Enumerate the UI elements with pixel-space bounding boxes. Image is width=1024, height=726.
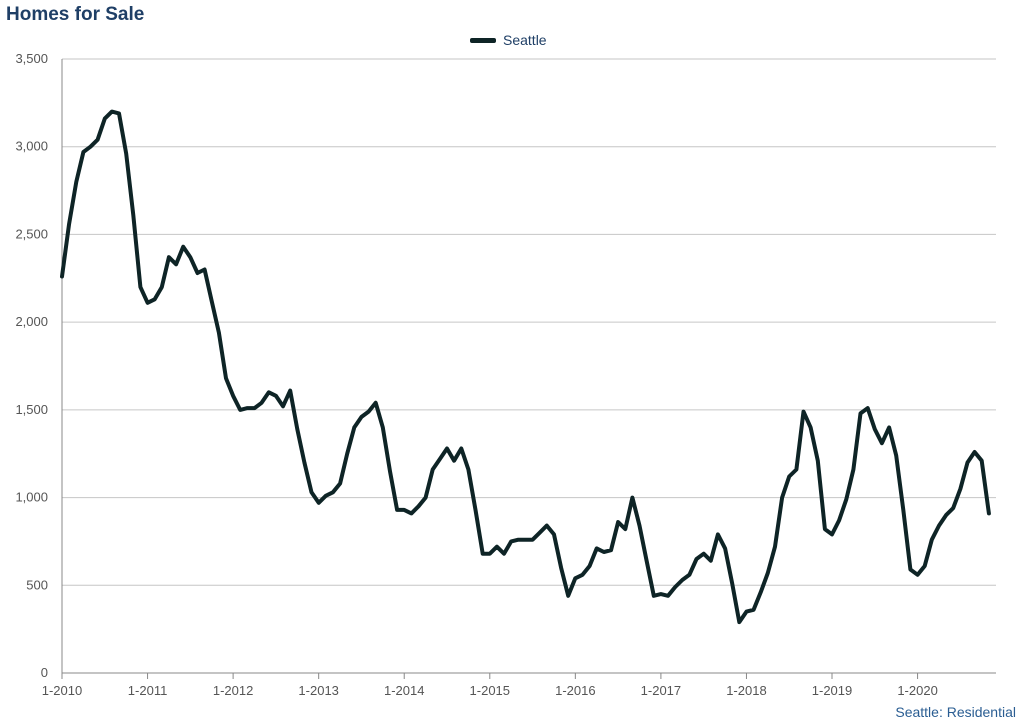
x-tick-label: 1-2019	[812, 683, 852, 698]
x-tick-label: 1-2020	[897, 683, 937, 698]
y-tick-label: 1,500	[15, 402, 48, 417]
legend-swatch-seattle	[470, 37, 496, 43]
x-tick-label: 1-2018	[726, 683, 766, 698]
x-tick-label: 1-2012	[213, 683, 253, 698]
gridlines	[62, 58, 996, 674]
x-tick-label: 1-2011	[128, 683, 168, 698]
y-tick-label: 3,500	[15, 51, 48, 66]
legend-label-seattle: Seattle	[503, 32, 547, 48]
x-tick-label: 1-2017	[641, 683, 681, 698]
y-tick-label: 3,000	[15, 139, 48, 154]
x-tick-label: 1-2015	[470, 683, 510, 698]
y-tick-label: 1,000	[15, 490, 48, 505]
y-axis: 0 500 1,000 1,500 2,000 2,500 3,000 3,500	[15, 51, 63, 680]
y-tick-label: 2,500	[15, 226, 48, 241]
x-tick-label: 1-2016	[555, 683, 595, 698]
x-tick-label: 1-2014	[384, 683, 424, 698]
chart-legend: Seattle	[470, 32, 547, 48]
chart-title: Homes for Sale	[6, 4, 145, 25]
x-tick-label: 1-2013	[298, 683, 338, 698]
x-axis: 1-2010 1-2011 1-2012 1-2013 1-2014 1-2015 1-20…	[42, 673, 938, 698]
series-line-seattle	[60, 109, 991, 625]
y-tick-label: 500	[26, 577, 48, 592]
y-tick-label: 0	[41, 665, 48, 680]
x-tick-label: 1-2010	[42, 683, 82, 698]
series-lines	[60, 109, 991, 625]
y-tick-label: 2,000	[15, 314, 48, 329]
chart-footnote: Seattle: Residential	[895, 704, 1016, 720]
